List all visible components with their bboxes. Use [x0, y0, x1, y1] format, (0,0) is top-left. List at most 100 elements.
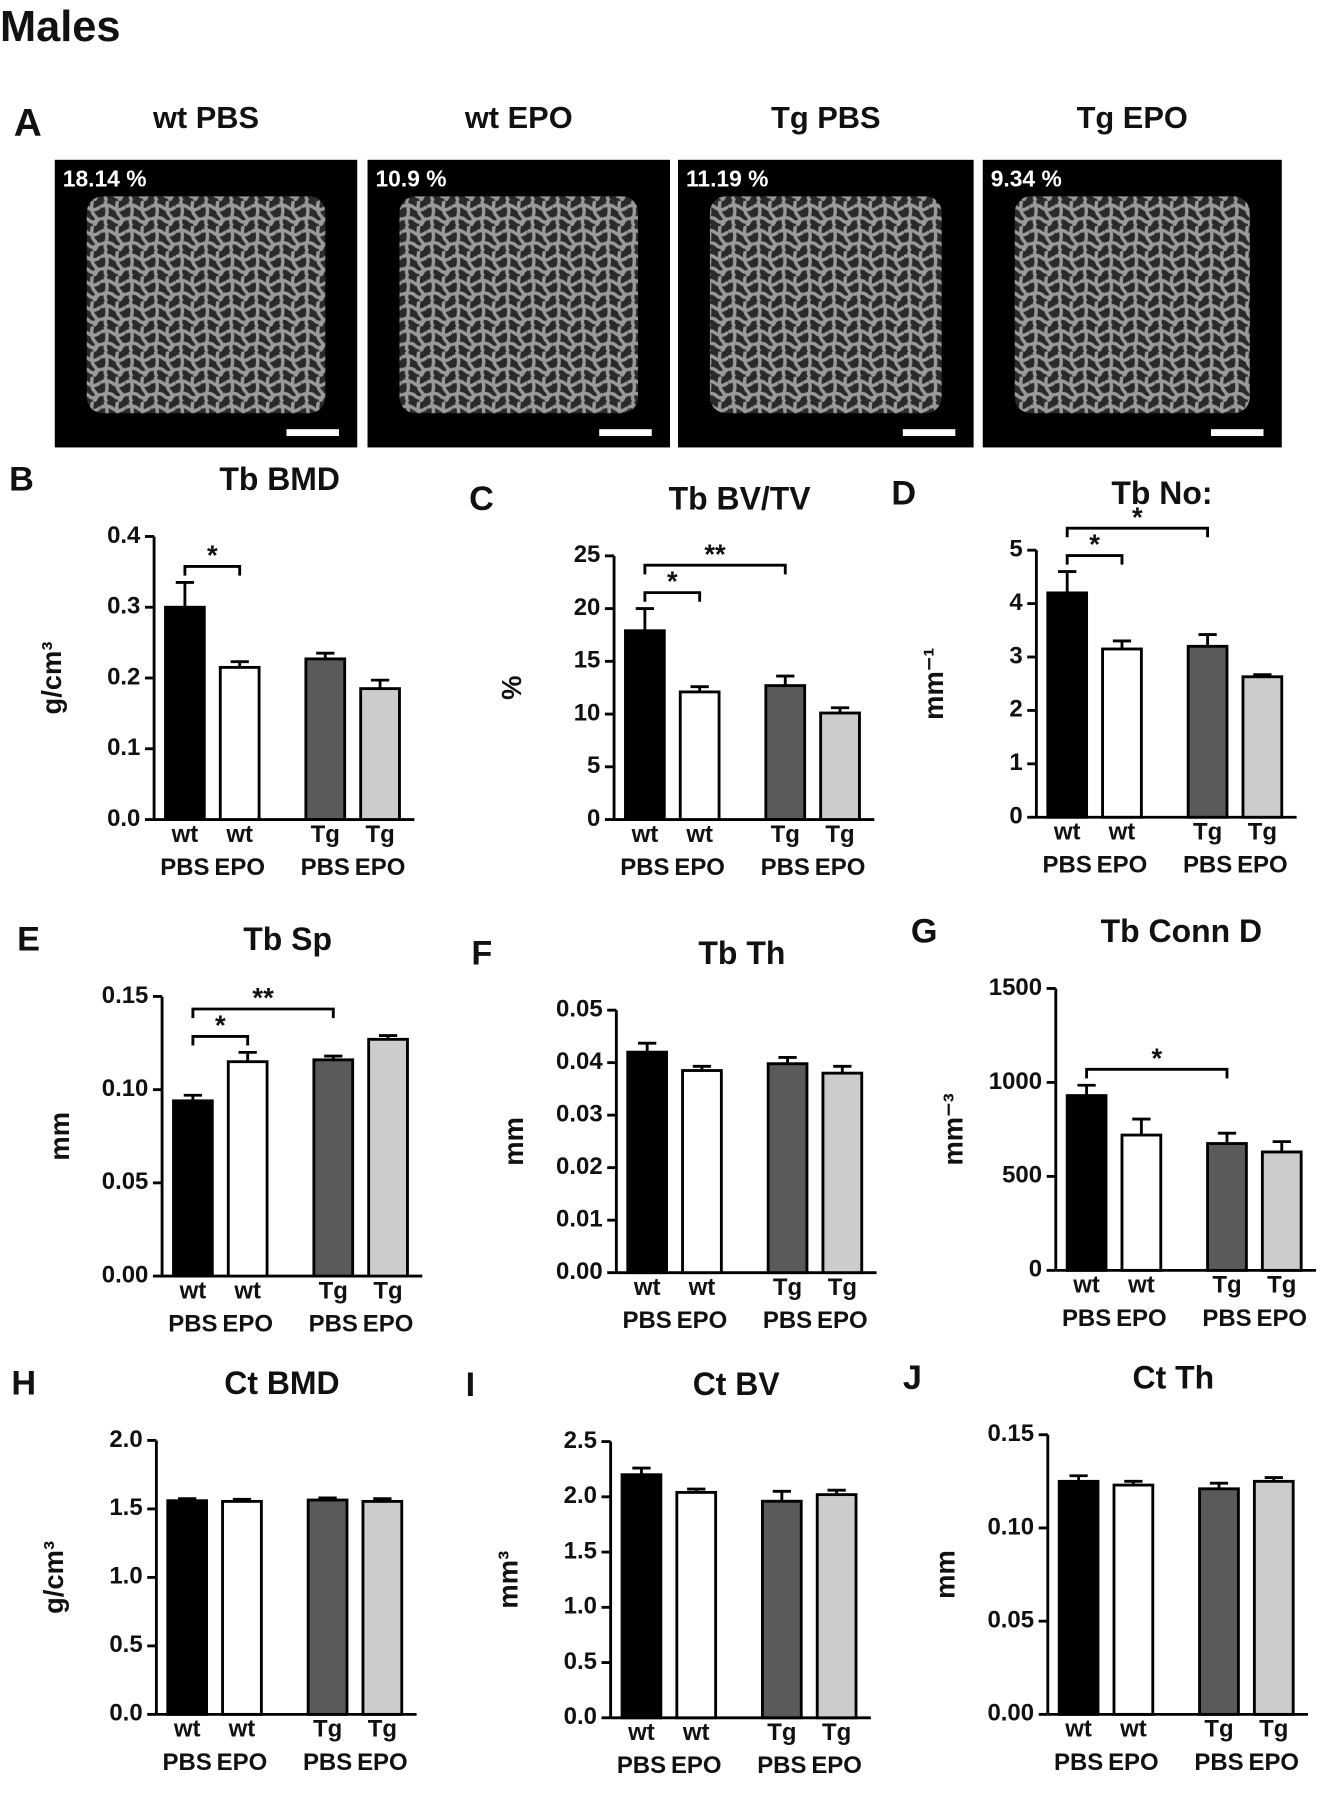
x-tick-label: EPO	[363, 1310, 414, 1337]
chart-title: Ct BMD	[224, 1365, 339, 1401]
panel-label: F	[471, 934, 492, 972]
bone-render	[86, 196, 326, 414]
y-axis-label: mm³	[492, 1551, 523, 1609]
bar	[1065, 1094, 1108, 1272]
bar	[1112, 1483, 1155, 1716]
x-tick-label: EPO	[214, 854, 265, 881]
x-tick-label: PBS	[1194, 1749, 1243, 1776]
chart-title: Ct Th	[1133, 1359, 1215, 1395]
y-tick-label: 2.5	[564, 1427, 597, 1454]
x-tick-label: EPO	[217, 1749, 268, 1776]
x-tick-label: EPO	[1248, 1749, 1299, 1776]
y-tick-label: 5	[587, 752, 600, 779]
x-tick-label: Tg	[822, 1719, 851, 1746]
x-tick-label: EPO	[671, 1752, 722, 1779]
x-tick-label: wt	[627, 1719, 655, 1746]
panel-label: G	[911, 913, 938, 951]
y-tick-label: 10	[574, 699, 601, 726]
bar	[620, 1473, 663, 1720]
y-axis-label: mm⁻³	[938, 1093, 969, 1165]
bar	[367, 1037, 409, 1278]
scale-bar	[599, 429, 652, 437]
bar	[359, 687, 401, 821]
bar	[1046, 591, 1089, 819]
y-tick-label: 1.0	[564, 1593, 597, 1620]
x-tick-label: Tg	[771, 821, 800, 848]
y-tick-label: 500	[1002, 1162, 1042, 1189]
y-tick-label: 0.05	[556, 995, 603, 1022]
x-tick-label: wt	[1053, 819, 1081, 846]
significance-bracket	[643, 591, 702, 602]
x-tick-label: Tg	[311, 821, 340, 848]
bar	[626, 1050, 668, 1275]
bar	[221, 1499, 263, 1716]
y-tick-label: 3	[1009, 642, 1022, 669]
bone-render	[399, 196, 639, 414]
bar	[761, 1499, 803, 1720]
x-tick-label: PBS	[620, 854, 669, 881]
x-tick-label: EPO	[811, 1752, 862, 1779]
significance-label: *	[1089, 529, 1100, 560]
x-tick-label: wt	[633, 1274, 661, 1301]
bar	[819, 711, 861, 821]
x-tick-label: wt	[179, 1277, 207, 1304]
y-tick-label: 0	[587, 805, 600, 832]
figure-title: Males	[0, 3, 121, 51]
x-tick-label: PBS	[763, 1307, 812, 1334]
x-tick-label: EPO	[677, 1307, 728, 1334]
bv-tv-label: 9.34 %	[991, 165, 1062, 191]
bone-render	[1014, 196, 1250, 414]
significance-bracket	[1065, 554, 1124, 565]
x-tick-label: PBS	[623, 1307, 672, 1334]
x-tick-label: EPO	[815, 854, 866, 881]
x-tick-label: Tg	[825, 821, 854, 848]
significance-bracket	[191, 1034, 250, 1046]
bar	[1260, 1150, 1303, 1272]
panel-label: J	[903, 1359, 922, 1397]
bar	[821, 1071, 864, 1275]
x-tick-label: EPO	[817, 1307, 868, 1334]
significance-label: *	[215, 1009, 226, 1040]
y-tick-label: 0.04	[556, 1048, 603, 1075]
x-tick-label: wt	[688, 1274, 716, 1301]
y-tick-label: 0.2	[107, 663, 140, 690]
x-tick-label: PBS	[303, 1749, 352, 1776]
bar	[764, 684, 807, 821]
x-tick-label: PBS	[617, 1752, 666, 1779]
y-tick-label: 1.5	[109, 1494, 142, 1521]
y-tick-label: 0.3	[107, 593, 140, 620]
significance-bracket	[1085, 1067, 1229, 1079]
panel-label: E	[17, 921, 40, 959]
significance-label: *	[1151, 1042, 1162, 1073]
x-tick-label: Tg	[1259, 1716, 1288, 1743]
y-tick-label: 0.5	[564, 1648, 597, 1675]
bar	[766, 1062, 809, 1275]
scale-bar	[902, 429, 956, 437]
bar	[1057, 1479, 1100, 1716]
x-tick-label: PBS	[1054, 1749, 1103, 1776]
y-tick-label: 4	[1009, 589, 1023, 616]
bar	[172, 1099, 214, 1278]
y-tick-label: 0.00	[556, 1258, 603, 1285]
y-tick-label: 25	[574, 541, 601, 568]
x-tick-label: PBS	[301, 854, 350, 881]
image-title: wt PBS	[152, 100, 259, 135]
x-tick-label: EPO	[674, 854, 725, 881]
significance-label: *	[207, 540, 218, 571]
x-tick-label: PBS	[761, 854, 810, 881]
x-tick-label: Tg	[1267, 1272, 1296, 1299]
x-tick-label: EPO	[355, 854, 406, 881]
x-tick-label: PBS	[163, 1749, 212, 1776]
y-tick-label: 0.4	[107, 522, 141, 549]
bar	[815, 1493, 858, 1720]
chart-title: Ct BV	[693, 1366, 781, 1402]
x-tick-label: Tg	[1248, 819, 1277, 846]
x-tick-label: Tg	[319, 1277, 348, 1304]
x-tick-label: EPO	[1116, 1305, 1167, 1332]
significance-label: **	[704, 538, 726, 569]
y-tick-label: 2.0	[564, 1482, 597, 1509]
y-axis-label: g/cm³	[38, 1541, 69, 1614]
image-title: wt EPO	[464, 100, 573, 135]
panel-label: D	[891, 474, 916, 512]
